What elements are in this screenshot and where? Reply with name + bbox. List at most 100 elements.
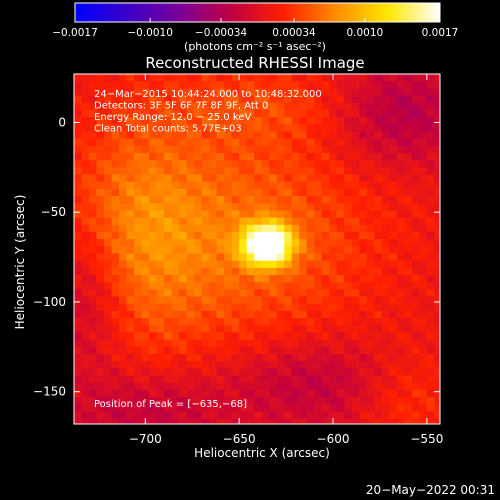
heatmap-cell: [411, 74, 420, 82]
heatmap-cell: [246, 131, 255, 140]
heatmap-cell: [254, 109, 263, 118]
heatmap-cell: [216, 382, 225, 391]
heatmap-cell: [404, 124, 413, 133]
heatmap-cell: [119, 117, 128, 125]
heatmap-cell: [119, 375, 128, 384]
heatmap-cell: [261, 196, 270, 204]
heatmap-cell: [374, 339, 383, 348]
heatmap-cell: [216, 318, 225, 326]
heatmap-cell: [321, 368, 330, 377]
heatmap-cell: [434, 152, 440, 161]
heatmap-cell: [411, 339, 420, 348]
heatmap-cell: [299, 260, 308, 269]
heatmap-cell: [434, 303, 440, 312]
heatmap-cell: [96, 138, 105, 147]
heatmap-cell: [321, 117, 330, 125]
heatmap-cell: [261, 88, 270, 97]
heatmap-cell: [164, 131, 173, 140]
heatmap-cell: [194, 231, 203, 240]
heatmap-cell: [404, 74, 413, 82]
heatmap-cell: [246, 368, 255, 377]
heatmap-cell: [179, 231, 188, 240]
heatmap-cell: [276, 375, 285, 384]
heatmap-cell: [411, 418, 420, 424]
heatmap-cell: [111, 375, 120, 384]
heatmap-cell: [276, 296, 285, 305]
heatmap-cell: [104, 354, 113, 362]
heatmap-cell: [119, 167, 128, 176]
heatmap-cell: [396, 81, 405, 89]
heatmap-cell: [231, 332, 240, 341]
heatmap-cell: [156, 138, 165, 147]
heatmap-cell: [216, 303, 225, 312]
heatmap-cell: [366, 196, 375, 204]
heatmap-cell: [404, 167, 413, 176]
heatmap-cell: [74, 318, 83, 326]
heatmap-cell: [246, 289, 255, 298]
heatmap-cell: [246, 196, 255, 204]
heatmap-cell: [284, 289, 293, 298]
heatmap-cell: [224, 160, 233, 168]
heatmap-cell: [291, 325, 300, 334]
heatmap-cell: [359, 203, 368, 212]
heatmap-cell: [141, 167, 150, 176]
heatmap-cell: [411, 160, 420, 168]
heatmap-cell: [381, 296, 390, 305]
heatmap-cell: [164, 325, 173, 334]
heatmap-cell: [96, 289, 105, 298]
heatmap-cell: [291, 296, 300, 305]
heatmap-cell: [104, 310, 113, 319]
heatmap-cell: [89, 81, 98, 89]
heatmap-cell: [201, 253, 210, 262]
heatmap-cell: [156, 332, 165, 341]
heatmap-cell: [396, 375, 405, 384]
heatmap-cell: [306, 81, 315, 89]
heatmap-cell: [329, 109, 338, 118]
heatmap-cell: [404, 318, 413, 326]
heatmap-cell: [81, 239, 90, 247]
heatmap-cell: [404, 325, 413, 334]
heatmap-cell: [374, 418, 383, 424]
heatmap-cell: [284, 145, 293, 154]
heatmap-cell: [276, 260, 285, 269]
heatmap-cell: [231, 303, 240, 312]
heatmap-cell: [81, 411, 90, 420]
heatmap-cell: [164, 160, 173, 168]
heatmap-cell: [261, 318, 270, 326]
heatmap-cell: [396, 152, 405, 161]
heatmap-cell: [284, 74, 293, 82]
heatmap-cell: [104, 260, 113, 269]
heatmap-cell: [209, 275, 218, 283]
heatmap-cell: [141, 411, 150, 420]
heatmap-cell: [321, 339, 330, 348]
heatmap-cell: [396, 231, 405, 240]
heatmap-cell: [141, 325, 150, 334]
heatmap-cell: [344, 224, 353, 233]
heatmap-cell: [261, 282, 270, 290]
heatmap-cell: [74, 167, 83, 176]
heatmap-cell: [149, 88, 158, 97]
heatmap-cell: [179, 217, 188, 226]
heatmap-cell: [254, 203, 263, 212]
heatmap-cell: [239, 325, 248, 334]
heatmap-cell: [261, 181, 270, 190]
heatmap-cell: [306, 239, 315, 247]
heatmap-cell: [284, 138, 293, 147]
heatmap-cell: [186, 124, 195, 133]
heatmap-cell: [396, 210, 405, 219]
heatmap-cell: [134, 160, 143, 168]
heatmap-cell: [89, 275, 98, 283]
heatmap-cell: [306, 382, 315, 391]
heatmap-cell: [194, 95, 203, 104]
heatmap-cell: [134, 210, 143, 219]
heatmap-cell: [224, 95, 233, 104]
heatmap-cell: [336, 109, 345, 118]
heatmap-cell: [329, 217, 338, 226]
heatmap-cell: [299, 275, 308, 283]
heatmap-cell: [96, 152, 105, 161]
heatmap-cell: [396, 174, 405, 183]
heatmap-cell: [351, 124, 360, 133]
heatmap-cell: [276, 224, 285, 233]
heatmap-cell: [126, 389, 135, 398]
heatmap-cell: [89, 188, 98, 197]
